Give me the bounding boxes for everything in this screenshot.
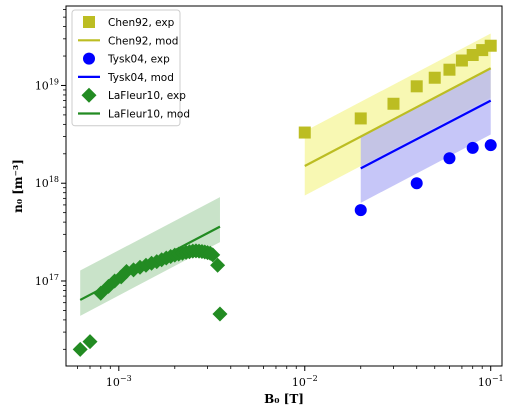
y-tick-label: 1018 — [35, 175, 59, 190]
chen92-mod-line — [304, 67, 492, 167]
plot-frame — [65, 5, 503, 367]
tysk04-exp-point — [354, 204, 367, 217]
tysk04-exp-point — [410, 177, 423, 190]
tysk04-exp-point — [443, 152, 456, 165]
lafleur10-exp-point — [212, 306, 228, 322]
data-markers — [72, 39, 497, 357]
chen92-exp-point — [484, 39, 497, 52]
lafleur10-exp-legend-handle — [81, 87, 97, 103]
y-tick-label: 1017 — [35, 273, 59, 288]
tysk04-mod-line — [360, 99, 492, 170]
x-tick-label: 10−2 — [292, 374, 318, 389]
x-axis-label: B₀ [T] — [264, 392, 304, 406]
lafleur10-exp-legend-label: LaFleur10, exp — [108, 90, 186, 102]
y-tick-label: 1019 — [35, 77, 59, 92]
legend: Chen92, exp Chen92, mod Tysk04, exp Tysk04,… — [71, 9, 190, 127]
tysk04-exp-legend-label: Tysk04, exp — [107, 54, 170, 66]
lafleur10-exp-point — [210, 257, 226, 273]
chen92-exp-legend-label: Chen92, exp — [108, 17, 175, 29]
tysk04-exp-point — [466, 141, 479, 154]
x-tick-label: 10−1 — [478, 374, 504, 389]
x-tick-label: 10−3 — [106, 374, 132, 389]
tysk04-exp-point — [484, 139, 497, 152]
lafleur10-exp-point — [205, 247, 221, 263]
tysk04-exp-legend-handle — [83, 52, 95, 65]
lafleur10-exp-point — [72, 341, 88, 357]
chen92-exp-point — [466, 48, 479, 61]
chen92-exp-point — [387, 97, 400, 110]
chen92-exp-point — [298, 126, 311, 139]
chen92-exp-point — [455, 54, 468, 67]
lafleur10-mod-legend-label: LaFleur10, mod — [108, 109, 190, 121]
legend-box — [71, 9, 181, 127]
chen92-exp-point — [443, 63, 456, 76]
chen92-exp-point — [410, 80, 423, 93]
chen92-mod-legend-label: Chen92, mod — [108, 35, 178, 47]
axis-ticks: 10−3 10−2 10−1 1017 1018 1019 — [35, 8, 504, 389]
tysk04-mod-legend-label: Tysk04, mod — [107, 72, 174, 84]
y-axis-label: n₀ [m⁻³] — [11, 159, 25, 213]
chen92-exp-legend-handle — [83, 16, 95, 28]
lafleur10-exp-point — [82, 334, 98, 350]
chen92-exp-point — [354, 112, 367, 125]
chen92-exp-point — [428, 71, 441, 84]
